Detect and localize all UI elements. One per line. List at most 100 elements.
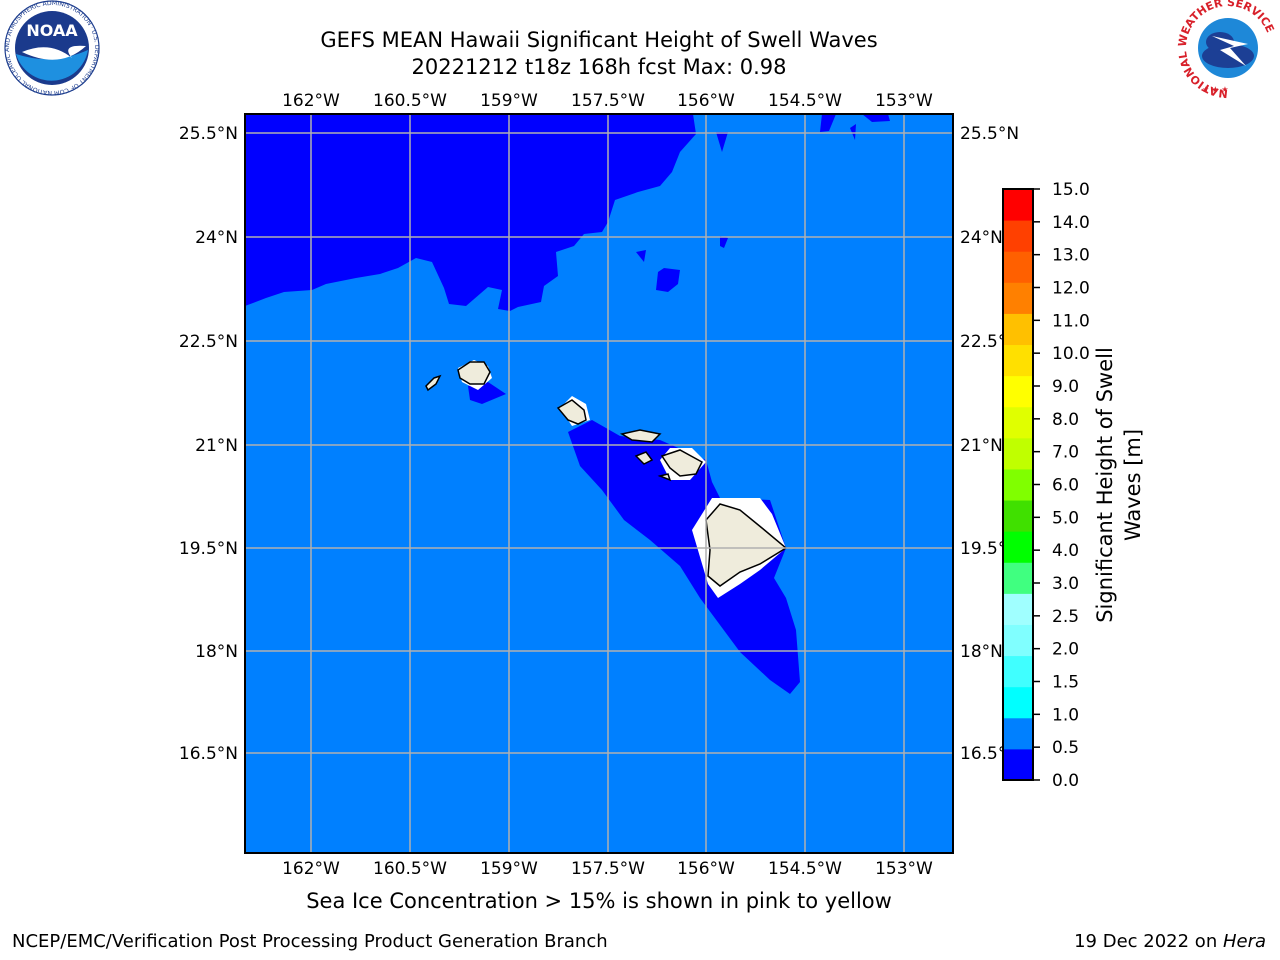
colorbar-tick-label: 0.0: [1052, 771, 1079, 791]
colorbar-segment: [1003, 531, 1033, 563]
svg-text:153°W: 153°W: [875, 859, 933, 879]
colorbar-tick-label: 15.0: [1052, 180, 1090, 200]
colorbar-tick-label: 3.0: [1052, 574, 1079, 594]
island-hawaii: [705, 503, 788, 587]
footer-date-text: 19 Dec 2022 on: [1074, 931, 1223, 952]
colorbar-tick-label: 6.0: [1052, 476, 1079, 496]
low-swell-patch: [716, 132, 728, 152]
colorbar-segment: [1003, 468, 1033, 501]
lon-labels-bottom: 162°W 160.5°W 159°W 157.5°W 156°W 154.5°…: [282, 859, 933, 879]
map-title: GEFS MEAN Hawaii Significant Height of S…: [320, 28, 878, 52]
svg-text:18°N: 18°N: [960, 642, 1003, 662]
colorbar-label-line1: Significant Height of Swell: [1093, 347, 1117, 623]
colorbar-tick-label: 1.5: [1052, 673, 1079, 693]
colorbar-tick-label: 2.0: [1052, 640, 1079, 660]
colorbar-tick-label: 9.0: [1052, 377, 1079, 397]
svg-text:153°W: 153°W: [875, 91, 933, 111]
svg-text:157.5°W: 157.5°W: [571, 91, 645, 111]
map-frame: [244, 113, 954, 854]
colorbar-tick-label: 7.0: [1052, 443, 1079, 463]
svg-text:19.5°N: 19.5°N: [179, 539, 238, 559]
graticule: [245, 114, 953, 853]
svg-text:21°N: 21°N: [195, 436, 238, 456]
colorbar-tick-label: 10.0: [1052, 344, 1090, 364]
svg-text:156°W: 156°W: [677, 91, 735, 111]
footer-date: 19 Dec 2022 on Hera: [1074, 931, 1266, 952]
colorbar-segment: [1003, 406, 1033, 439]
svg-text:16.5°N: 16.5°N: [179, 744, 238, 764]
svg-text:18°N: 18°N: [195, 642, 238, 662]
svg-text:154.5°W: 154.5°W: [768, 859, 842, 879]
noaa-logo: NATIONAL OCEANIC AND ATMOSPHERIC ADMINIS…: [0, 0, 102, 98]
low-swell-patch: [656, 268, 680, 292]
colorbar-tick-label: 8.0: [1052, 410, 1079, 430]
colorbar-tick-label: 2.5: [1052, 607, 1079, 627]
colorbar-tick-label: 12.0: [1052, 279, 1090, 299]
colorbar-label-line2: Waves [m]: [1121, 429, 1145, 541]
svg-text:24°N: 24°N: [960, 228, 1003, 248]
colorbar-segment: [1003, 624, 1033, 657]
low-swell-patch: [820, 114, 836, 132]
svg-text:NOAA: NOAA: [26, 21, 78, 40]
island-lanai: [634, 451, 654, 465]
svg-text:22.5°N: 22.5°N: [179, 332, 238, 352]
island-kauai: [457, 361, 491, 385]
colorbar-tick-label: 14.0: [1052, 213, 1090, 233]
colorbar-segment: [1003, 562, 1033, 594]
footer-machine: Hera: [1222, 931, 1266, 952]
colorbar-segment: [1003, 251, 1033, 283]
colorbar-segment: [1003, 344, 1033, 377]
colorbar-segment: [1003, 500, 1033, 532]
colorbar-tick-label: 0.5: [1052, 738, 1079, 758]
low-swell-patch: [850, 124, 856, 140]
svg-text:160.5°W: 160.5°W: [373, 91, 447, 111]
lat-labels-left: 25.5°N 24°N 22.5°N 21°N 19.5°N 18°N 16.5…: [179, 124, 238, 764]
svg-text:★ ★ ★: ★ ★ ★: [1202, 85, 1229, 94]
footer-credit: NCEP/EMC/Verification Post Processing Pr…: [12, 931, 608, 952]
colorbar-tick-label: 5.0: [1052, 508, 1079, 528]
island-molokai: [620, 429, 662, 443]
island-kahoolawe: [657, 473, 672, 482]
svg-text:25.5°N: 25.5°N: [960, 124, 1019, 144]
svg-text:24°N: 24°N: [195, 228, 238, 248]
svg-text:159°W: 159°W: [480, 859, 538, 879]
svg-text:25.5°N: 25.5°N: [179, 124, 238, 144]
colorbar-ticks: 0.0 0.5 1.0 1.5 2.0 2.5 3.0 4.0 5.0 6.0 7.0 8.0 9.0 1…: [1033, 180, 1090, 791]
nws-logo: NATIONAL WEATHER SERVICE ★ ★ ★: [1176, 0, 1277, 100]
colorbar-segment: [1003, 313, 1033, 346]
island-oahu: [556, 399, 587, 425]
colorbar-segment: [1003, 282, 1033, 314]
island-maui: [660, 449, 703, 477]
svg-text:160.5°W: 160.5°W: [373, 859, 447, 879]
island-niihau: [425, 374, 442, 392]
colorbar-tick-label: 4.0: [1052, 541, 1079, 561]
svg-text:162°W: 162°W: [282, 859, 340, 879]
map-subtitle: 20221212 t18z 168h fcst Max: 0.98: [411, 55, 787, 79]
svg-text:159°W: 159°W: [480, 91, 538, 111]
low-swell-region-lee: [568, 420, 800, 694]
colorbar-tick-label: 13.0: [1052, 246, 1090, 266]
map-figure: 162°W 160.5°W 159°W 157.5°W 156°W 154.5°…: [179, 91, 1019, 879]
lon-labels-top: 162°W 160.5°W 159°W 157.5°W 156°W 154.5°…: [282, 91, 933, 111]
colorbar-segment: [1003, 375, 1033, 408]
svg-text:157.5°W: 157.5°W: [571, 859, 645, 879]
colorbar: 0.0 0.5 1.0 1.5 2.0 2.5 3.0 4.0 5.0 6.0 7.0 8.0 9.0 1…: [1002, 180, 1145, 791]
colorbar-segment: [1003, 220, 1033, 252]
colorbar-segment: [1003, 189, 1033, 221]
colorbar-segment: [1003, 593, 1033, 625]
colorbar-segment: [1003, 437, 1033, 470]
colorbar-segments: [1003, 189, 1033, 781]
colorbar-segment: [1003, 748, 1033, 781]
colorbar-segment: [1003, 717, 1033, 750]
colorbar-tick-label: 1.0: [1052, 705, 1079, 725]
low-swell-patch: [720, 236, 728, 248]
svg-text:162°W: 162°W: [282, 91, 340, 111]
low-swell-patch: [636, 250, 646, 262]
low-swell-region-north: [245, 114, 696, 311]
low-swell-patch: [862, 114, 890, 122]
colorbar-segment: [1003, 686, 1033, 719]
svg-text:154.5°W: 154.5°W: [768, 91, 842, 111]
svg-text:21°N: 21°N: [960, 436, 1003, 456]
colorbar-tick-label: 11.0: [1052, 311, 1090, 331]
colorbar-segment: [1003, 655, 1033, 688]
